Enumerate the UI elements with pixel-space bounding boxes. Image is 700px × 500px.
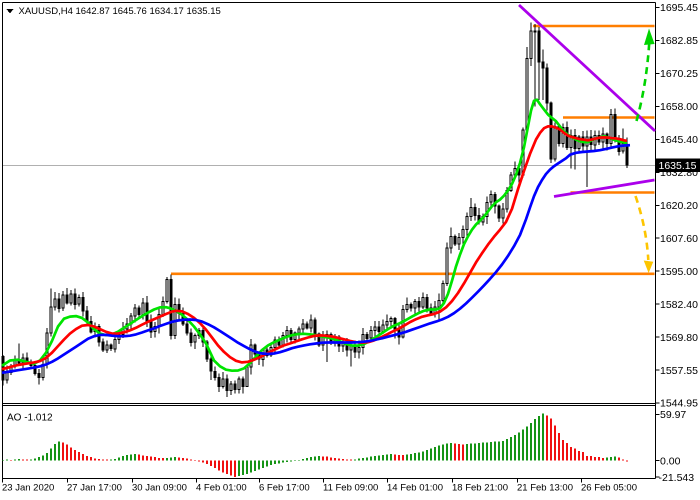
- svg-text:59.97: 59.97: [660, 409, 686, 421]
- svg-text:27 Jan 17:00: 27 Jan 17:00: [67, 483, 122, 494]
- svg-text:1607.60: 1607.60: [660, 233, 698, 245]
- svg-text:4 Feb 01:00: 4 Feb 01:00: [196, 483, 247, 494]
- svg-text:11 Feb 09:00: 11 Feb 09:00: [323, 483, 378, 494]
- svg-text:1569.80: 1569.80: [660, 332, 698, 344]
- svg-text:1645.40: 1645.40: [660, 134, 698, 146]
- svg-text:1635.15: 1635.15: [659, 160, 697, 172]
- svg-text:AO -1.012: AO -1.012: [7, 413, 53, 424]
- svg-text:26 Feb 05:00: 26 Feb 05:00: [581, 483, 637, 494]
- svg-text:1695.45: 1695.45: [660, 2, 698, 14]
- svg-text:0.00: 0.00: [660, 455, 681, 467]
- svg-text:1544.95: 1544.95: [660, 398, 698, 410]
- svg-text:18 Feb 21:00: 18 Feb 21:00: [452, 483, 508, 494]
- svg-text:21 Feb 13:00: 21 Feb 13:00: [517, 483, 573, 494]
- svg-text:23 Jan 2020: 23 Jan 2020: [2, 483, 54, 494]
- svg-text:1595.00: 1595.00: [660, 266, 698, 278]
- svg-text:6 Feb 17:00: 6 Feb 17:00: [259, 483, 310, 494]
- svg-text:1557.55: 1557.55: [660, 365, 698, 377]
- svg-text:1582.40: 1582.40: [660, 299, 698, 311]
- svg-text:1682.85: 1682.85: [660, 35, 698, 47]
- svg-text:14 Feb 01:00: 14 Feb 01:00: [387, 483, 443, 494]
- svg-text:30 Jan 09:00: 30 Jan 09:00: [132, 483, 187, 494]
- svg-text:-21.543: -21.543: [659, 472, 695, 484]
- svg-text:1670.25: 1670.25: [660, 68, 698, 80]
- svg-text:1658.00: 1658.00: [660, 101, 698, 113]
- svg-text:1620.20: 1620.20: [660, 200, 698, 212]
- svg-text:XAUUSD,H4 1642.87 1645.76 163: XAUUSD,H4 1642.87 1645.76 1634.17 1635.1…: [19, 6, 221, 17]
